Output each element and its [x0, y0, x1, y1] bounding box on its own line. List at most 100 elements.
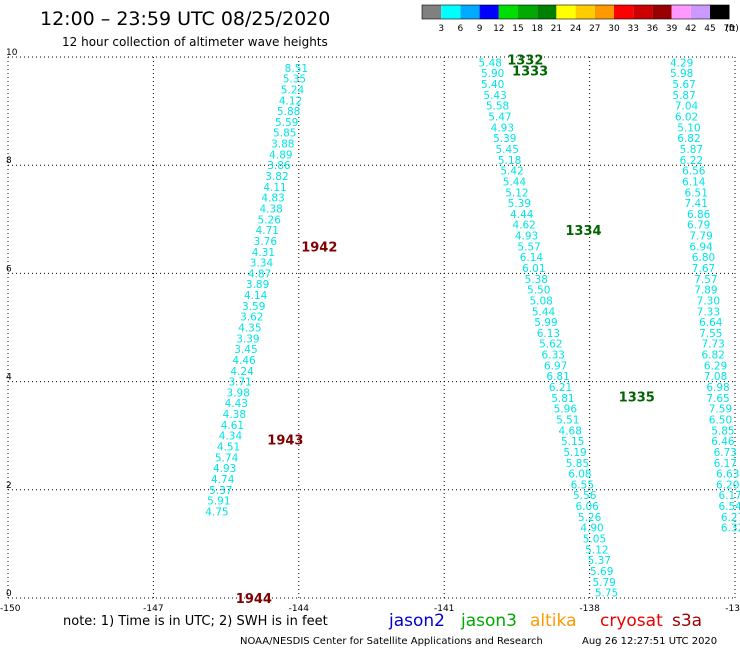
pass-number-label: 1942 — [301, 240, 337, 255]
colorbar-label: 33 — [627, 24, 638, 34]
wave-height-point: 5.35 — [283, 74, 306, 86]
wave-height-point: 5.37 — [209, 485, 232, 497]
wave-height-point: 5.37 — [588, 555, 611, 567]
wave-height-point: 5.67 — [672, 79, 695, 91]
wave-height-point: 5.19 — [563, 447, 586, 459]
wave-height-point: 3.86 — [267, 160, 291, 172]
wave-height-point: 6.21 — [549, 382, 572, 394]
colorbar-label: 30 — [608, 24, 620, 34]
wave-height-point: 4.11 — [263, 182, 286, 194]
y-tick-label: 2 — [6, 481, 12, 491]
wave-height-point: 4.83 — [261, 193, 284, 205]
wave-height-point: 3.59 — [242, 301, 265, 313]
wave-height-point: 5.10 — [677, 122, 700, 134]
colorbar-label: 18 — [531, 24, 543, 34]
pass-number-label: 1335 — [619, 391, 655, 406]
wave-height-point: 3.39 — [236, 333, 259, 345]
colorbar-swatch — [460, 5, 480, 19]
wave-height-point: 5.45 — [496, 144, 519, 156]
wave-height-point: 5.40 — [481, 79, 504, 91]
wave-height-point: 7.79 — [689, 231, 712, 243]
wave-height-point: 6.63 — [716, 469, 739, 481]
colorbar-swatch — [441, 5, 461, 19]
wave-height-point: 5.38 — [525, 274, 548, 286]
wave-height-point: 4.35 — [238, 323, 261, 335]
colorbar-swatch — [671, 5, 691, 19]
wave-height-point: 4.87 — [248, 268, 271, 280]
wave-height-point: 7.41 — [685, 198, 708, 210]
colorbar-swatch — [498, 5, 518, 19]
wave-height-point: 7.55 — [699, 328, 722, 340]
satellite-legend-item: cryosat — [600, 611, 663, 631]
chart-subtitle: 12 hour collection of altimeter wave hei… — [62, 35, 328, 49]
wave-height-point: 4.46 — [232, 355, 256, 367]
units-note: note: 1) Time is in UTC; 2) SWH is in fe… — [63, 614, 328, 629]
x-tick-label: -138 — [579, 604, 600, 614]
wave-height-point: 7.33 — [697, 306, 720, 318]
colorbar-label: 36 — [647, 24, 659, 34]
wave-height-point: 8.51 — [285, 63, 308, 75]
wave-height-point: 5.87 — [680, 144, 703, 156]
wave-height-point: 6.46 — [711, 436, 735, 448]
wave-height-point: 4.62 — [512, 220, 535, 232]
colorbar-swatch — [422, 5, 442, 19]
wave-height-point: 6.73 — [714, 447, 737, 459]
y-tick-label: 10 — [6, 48, 18, 58]
wave-height-point: 6.64 — [699, 317, 723, 329]
wave-height-point: 4.38 — [259, 203, 282, 215]
wave-height-point: 6.56 — [682, 166, 706, 178]
wave-height-point: 4.90 — [580, 523, 603, 535]
wave-height-point: 5.59 — [275, 117, 298, 129]
wave-height-point: 5.47 — [488, 112, 511, 124]
wave-height-point: 6.82 — [677, 133, 700, 145]
colorbar-label: 6 — [458, 24, 464, 34]
wave-height-point: 4.29 — [670, 57, 693, 69]
y-tick-label: 6 — [6, 264, 12, 274]
colorbar-unit: (ft) — [725, 24, 739, 34]
colorbar-label: 9 — [477, 24, 483, 34]
wave-height-point: 5.12 — [505, 187, 528, 199]
colorbar-label: 3 — [438, 24, 444, 34]
wave-height-point: 7.67 — [692, 263, 715, 275]
wave-height-point: 5.75 — [595, 588, 618, 600]
wave-height-point: 3.98 — [227, 387, 250, 399]
colorbar-label: 27 — [589, 24, 600, 34]
wave-height-point: 6.29 — [704, 360, 727, 372]
wave-height-point: 6.32 — [721, 523, 740, 535]
colorbar-legend: 3 6 9 12 15 18 21 24 27 30 33 36 39 42 45 70(ft) — [421, 4, 739, 34]
wave-height-point: 3.45 — [234, 344, 257, 356]
y-tick-label: 4 — [6, 373, 12, 383]
wave-height-point: 5.58 — [486, 101, 509, 113]
wave-height-point: 5.39 — [508, 198, 531, 210]
wave-height-point: 4.12 — [279, 95, 302, 107]
wave-height-point: 6.97 — [544, 360, 567, 372]
wave-height-point: 5.48 — [479, 57, 502, 69]
wave-height-point: 6.98 — [706, 382, 729, 394]
colorbar-swatch — [479, 5, 499, 19]
x-tick-label: -141 — [434, 604, 454, 614]
wave-height-point: 6.51 — [685, 187, 708, 199]
colorbar-label: 21 — [551, 24, 562, 34]
wave-height-point: 7.08 — [704, 371, 727, 383]
wave-height-point: 5.26 — [578, 512, 602, 524]
y-tick-label: 8 — [6, 156, 12, 166]
wave-height-point: 5.42 — [500, 166, 523, 178]
satellite-legend-item: altika — [530, 611, 577, 631]
wave-height-point: 5.44 — [503, 176, 527, 188]
wave-height-point: 4.75 — [205, 506, 228, 518]
wave-height-point: 6.14 — [682, 176, 706, 188]
wave-height-point: 5.99 — [534, 317, 557, 329]
wave-height-point: 7.65 — [706, 393, 729, 405]
wave-height-point: 5.85 — [711, 425, 734, 437]
wave-height-point: 5.43 — [483, 90, 506, 102]
wave-height-point: 4.74 — [211, 474, 235, 486]
wave-height-point: 6.14 — [520, 252, 544, 264]
colorbar-swatch — [652, 5, 672, 19]
colorbar-label: 24 — [570, 24, 582, 34]
satellite-legend: jason2 jason3 altika cryosat s3a — [388, 611, 702, 631]
wave-height-point: 5.62 — [539, 339, 562, 351]
colorbar-label: 70 — [723, 24, 735, 34]
wave-height-point: 5.74 — [215, 452, 239, 464]
wave-height-point: 5.12 — [585, 544, 608, 556]
wave-height-point: 7.04 — [675, 101, 699, 113]
